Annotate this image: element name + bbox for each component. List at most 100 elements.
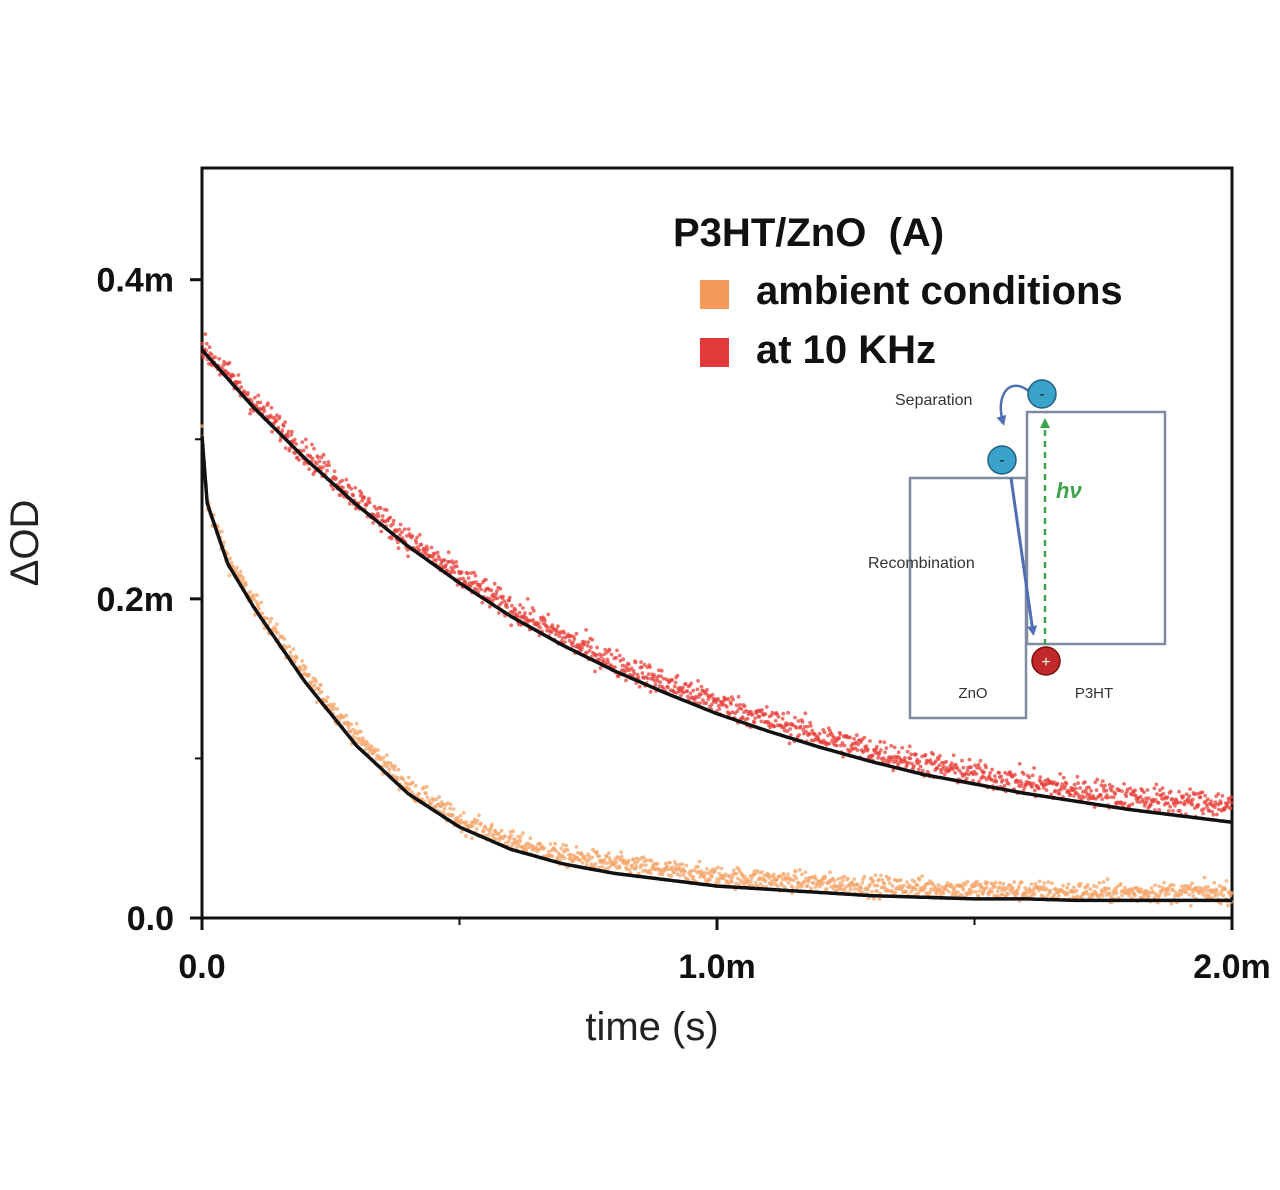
data-point-0 — [963, 882, 968, 887]
inset-electron-top-mark: - — [1039, 386, 1044, 403]
data-point-1 — [549, 630, 554, 634]
data-point-1 — [894, 760, 899, 764]
data-point-0 — [392, 767, 397, 772]
data-point-0 — [802, 879, 807, 884]
data-point-0 — [241, 576, 246, 580]
data-point-0 — [872, 897, 876, 901]
data-point-0 — [1122, 885, 1127, 890]
data-point-1 — [510, 603, 514, 608]
data-point-0 — [627, 867, 632, 872]
data-point-1 — [367, 500, 372, 505]
data-point-0 — [1100, 889, 1104, 894]
data-point-0 — [1179, 884, 1184, 889]
data-point-0 — [562, 856, 567, 861]
data-point-0 — [349, 722, 353, 727]
data-point-1 — [283, 446, 288, 450]
data-point-1 — [415, 535, 419, 540]
data-point-0 — [975, 879, 979, 884]
data-point-0 — [481, 829, 486, 833]
data-point-1 — [993, 774, 997, 778]
x-axis-label: time (s) — [585, 1005, 718, 1049]
data-point-1 — [310, 442, 314, 447]
data-point-1 — [852, 737, 856, 741]
y-axis-label: ΔOD — [3, 500, 47, 587]
data-point-1 — [1109, 788, 1114, 793]
data-point-1 — [766, 720, 771, 724]
data-point-0 — [325, 695, 330, 699]
data-point-0 — [680, 862, 685, 867]
data-point-0 — [753, 880, 758, 885]
data-point-0 — [1100, 893, 1105, 898]
data-point-1 — [822, 730, 827, 735]
data-point-1 — [967, 757, 972, 762]
data-point-1 — [965, 768, 970, 773]
data-point-1 — [1098, 793, 1103, 798]
data-point-0 — [955, 890, 960, 894]
data-point-0 — [980, 885, 984, 890]
data-point-0 — [736, 876, 740, 881]
data-point-0 — [1157, 884, 1162, 889]
data-point-1 — [717, 707, 722, 711]
data-point-1 — [278, 438, 283, 443]
data-point-0 — [253, 613, 257, 617]
legend: P3HT/ZnO (A) ambient conditions at 10 KH… — [673, 211, 1123, 372]
data-point-1 — [997, 770, 1001, 775]
data-point-0 — [1187, 892, 1192, 897]
data-point-1 — [347, 501, 352, 506]
data-point-1 — [297, 458, 301, 462]
data-point-0 — [1127, 891, 1132, 896]
data-point-1 — [365, 502, 369, 506]
inset-recombination-label: Recombination — [868, 555, 975, 572]
data-point-1 — [286, 429, 291, 434]
data-point-0 — [877, 897, 882, 901]
data-point-1 — [226, 371, 231, 376]
data-point-0 — [828, 870, 832, 875]
inset-p3ht-label: P3HT — [1075, 685, 1113, 702]
data-point-0 — [945, 881, 950, 885]
data-point-0 — [1191, 894, 1196, 899]
data-point-0 — [558, 857, 563, 862]
data-point-1 — [446, 550, 451, 555]
data-point-1 — [837, 736, 841, 740]
data-point-0 — [778, 874, 783, 879]
data-point-1 — [656, 674, 661, 679]
data-point-1 — [808, 724, 813, 728]
data-point-1 — [1094, 788, 1099, 792]
data-point-1 — [331, 487, 336, 491]
data-point-1 — [773, 718, 778, 723]
data-point-0 — [1085, 883, 1090, 887]
data-point-0 — [800, 872, 804, 877]
data-point-1 — [543, 618, 547, 623]
data-point-0 — [668, 860, 672, 865]
data-point-1 — [681, 685, 685, 690]
data-point-0 — [381, 755, 386, 760]
data-point-1 — [1133, 793, 1138, 798]
data-point-1 — [994, 779, 999, 784]
data-point-0 — [1151, 890, 1155, 894]
data-point-1 — [231, 373, 236, 378]
data-point-1 — [1030, 785, 1034, 789]
data-point-0 — [630, 863, 634, 868]
data-point-1 — [538, 625, 542, 630]
data-point-0 — [365, 741, 370, 746]
data-point-0 — [248, 590, 253, 594]
data-point-0 — [716, 865, 720, 870]
data-point-1 — [353, 485, 358, 490]
data-point-1 — [1230, 800, 1234, 805]
data-point-1 — [960, 758, 964, 763]
data-point-0 — [648, 871, 653, 876]
data-point-1 — [617, 653, 622, 658]
data-point-1 — [803, 711, 808, 716]
data-point-1 — [289, 432, 294, 437]
data-point-1 — [239, 385, 244, 389]
data-point-1 — [786, 710, 790, 715]
data-point-0 — [860, 881, 865, 885]
data-point-1 — [466, 576, 471, 580]
data-point-0 — [1133, 893, 1137, 898]
y-tick-label-0: 0.0 — [127, 900, 174, 938]
data-point-0 — [602, 861, 606, 865]
data-point-1 — [949, 761, 954, 766]
data-point-0 — [793, 869, 798, 873]
data-point-1 — [781, 711, 786, 716]
data-point-0 — [605, 861, 610, 865]
